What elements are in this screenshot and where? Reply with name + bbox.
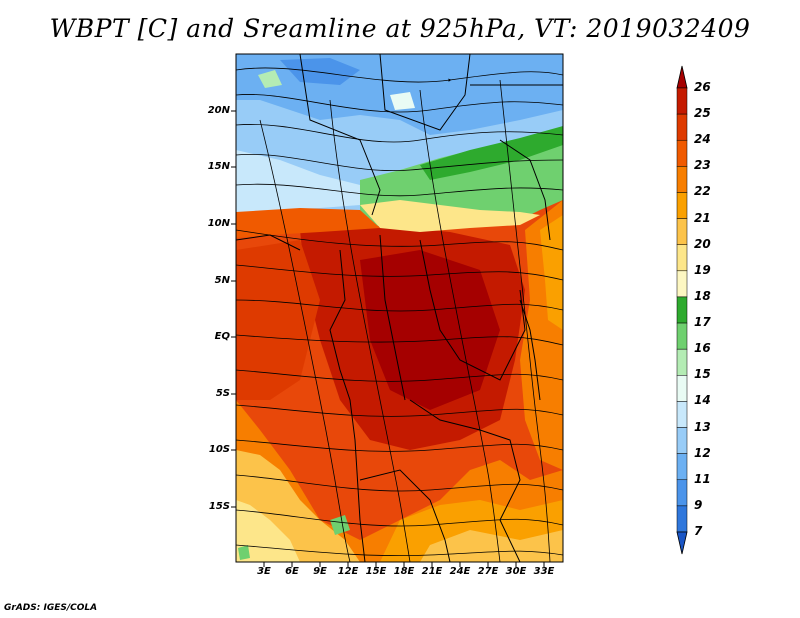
- colorbar-segment: [676, 348, 688, 376]
- x-tick-label: 15E: [365, 566, 387, 577]
- y-tick-label: EQ: [214, 331, 230, 342]
- x-tick-label: 12E: [337, 566, 359, 577]
- colorbar-segment: [676, 296, 688, 324]
- colorbar-segment: [676, 87, 688, 115]
- colorbar-label: 15: [694, 367, 711, 382]
- colorbar-segment: [676, 453, 688, 481]
- colorbar-segment: [676, 322, 688, 350]
- colorbar-label: 18: [694, 288, 711, 303]
- colorbar-top-arrow: [676, 65, 688, 89]
- colorbar-label: 13: [694, 419, 711, 434]
- colorbar-segment: [676, 270, 688, 298]
- x-tick-label: 9E: [313, 566, 327, 577]
- colorbar-label: 25: [694, 106, 711, 121]
- colorbar: [676, 65, 688, 555]
- colorbar-segment: [676, 139, 688, 167]
- colorbar-label: 17: [694, 315, 711, 330]
- x-tick-label: 24E: [449, 566, 471, 577]
- y-tick-label: 20N: [207, 105, 230, 116]
- y-tick-label: 10N: [207, 218, 230, 229]
- x-tick-label: 3E: [257, 566, 271, 577]
- colorbar-label: 9: [694, 497, 703, 512]
- axis-ticks: [231, 110, 545, 567]
- x-tick-label: 21E: [421, 566, 443, 577]
- colorbar-segment: [676, 166, 688, 193]
- x-tick-label: 30E: [505, 566, 527, 577]
- colorbar-segment: [676, 375, 688, 402]
- colorbar-segment: [676, 192, 688, 219]
- colorbar-segment: [676, 401, 688, 428]
- streamlines: [236, 67, 563, 562]
- grads-credit: GrADS: IGES/COLA: [4, 603, 98, 613]
- colorbar-segment: [676, 505, 688, 533]
- x-tick-label: 33E: [533, 566, 555, 577]
- colorbar-bottom-arrow: [676, 531, 688, 555]
- colorbar-label: 21: [694, 210, 711, 225]
- wbpt-field: [236, 54, 563, 562]
- colorbar-label: 19: [694, 262, 711, 277]
- colorbar-label: 24: [694, 132, 711, 147]
- colorbar-segment: [676, 427, 688, 454]
- colorbar-label: 20: [694, 236, 711, 251]
- colorbar-label: 14: [694, 393, 711, 408]
- x-tick-label: 18E: [393, 566, 415, 577]
- colorbar-label: 22: [694, 184, 711, 199]
- y-tick-label: 15N: [207, 161, 230, 172]
- colorbar-label: 11: [694, 471, 711, 486]
- colorbar-segment: [676, 218, 688, 245]
- x-tick-label: 6E: [285, 566, 299, 577]
- y-tick-label: 5S: [215, 388, 230, 399]
- colorbar-label: 16: [694, 341, 711, 356]
- chart-title: WBPT [C] and Sreamline at 925hPa, VT: 20…: [49, 14, 751, 43]
- country-borders: [236, 54, 563, 562]
- x-tick-label: 27E: [477, 566, 499, 577]
- colorbar-segment: [676, 479, 688, 507]
- colorbar-label: 12: [694, 445, 711, 460]
- y-tick-label: 15S: [208, 501, 230, 512]
- y-tick-label: 5N: [214, 275, 230, 286]
- map-frame: [235, 53, 564, 563]
- colorbar-label: 26: [694, 80, 711, 94]
- colorbar-label: 7: [694, 524, 703, 538]
- colorbar-segment: [676, 113, 688, 141]
- y-tick-label: 10S: [208, 444, 230, 455]
- colorbar-label: 23: [694, 158, 711, 173]
- colorbar-segment: [676, 244, 688, 272]
